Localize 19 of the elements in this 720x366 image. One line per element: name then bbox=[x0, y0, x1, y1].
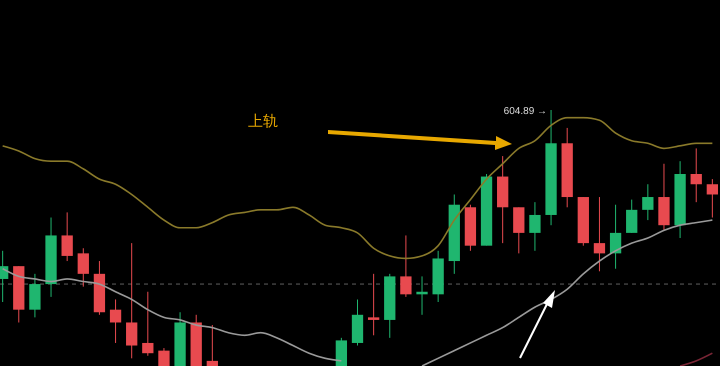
candlestick bbox=[690, 148, 702, 203]
candlestick bbox=[78, 248, 89, 288]
candlestick bbox=[126, 242, 138, 359]
candlestick bbox=[416, 276, 428, 316]
candlestick bbox=[706, 178, 718, 218]
candlestick bbox=[62, 212, 73, 262]
candlestick bbox=[610, 204, 622, 270]
candlestick bbox=[594, 196, 606, 272]
annotation: 上轨 bbox=[248, 112, 278, 130]
candlestick bbox=[529, 202, 541, 252]
candlestick bbox=[642, 184, 654, 221]
candlestick bbox=[110, 298, 122, 344]
candlestick bbox=[142, 291, 154, 356]
annotation: 604.89 → bbox=[504, 106, 548, 117]
candlestick bbox=[368, 273, 380, 336]
candlestick bbox=[400, 234, 412, 298]
candlestick bbox=[626, 199, 638, 234]
candlestick bbox=[206, 324, 218, 366]
candlestick bbox=[158, 348, 170, 366]
